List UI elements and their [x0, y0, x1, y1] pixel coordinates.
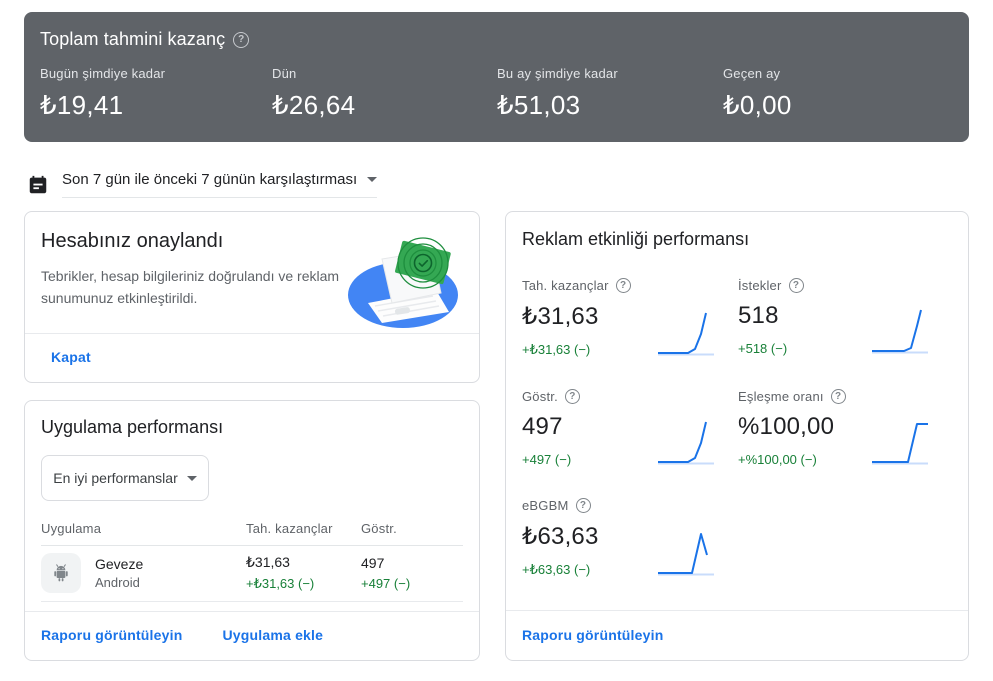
ad-activity-title: Reklam etkinliği performansı — [522, 229, 750, 249]
performance-filter-value: En iyi performanslar — [53, 470, 178, 486]
metric-estimated-earnings: Tah. kazançlar ? ₺31,63 +₺31,63 (−) — [522, 278, 738, 358]
total-earnings-card: Toplam tahmini kazanç ? Bugün şimdiye ka… — [24, 12, 969, 142]
ad-activity-card: Reklam etkinliği performansı Tah. kazanç… — [505, 211, 969, 661]
metric-today: Bugün şimdiye kadar ₺19,41 — [40, 66, 166, 120]
metric-requests: İstekler ? 518 +518 (−) — [738, 278, 952, 358]
account-approved-illustration — [348, 237, 458, 328]
account-approved-card: Hesabınız onaylandı Tebrikler, hesap bil… — [24, 211, 480, 383]
sparkline-chart — [658, 533, 714, 576]
metric-yesterday: Dün ₺26,64 — [272, 66, 356, 120]
table-row: Geveze Android ₺31,63 +₺31,63 (−) 497 +4… — [41, 546, 463, 602]
app-earnings-delta: +₺31,63 (−) — [246, 576, 315, 591]
date-range-value[interactable]: Son 7 gün ile önceki 7 günün karşılaştır… — [62, 171, 378, 198]
summary-metrics: Bugün şimdiye kadar ₺19,41 Dün ₺26,64 Bu… — [40, 66, 953, 121]
android-icon — [41, 553, 81, 593]
help-icon[interactable]: ? — [615, 278, 631, 293]
performance-filter-dropdown[interactable]: En iyi performanslar — [41, 455, 209, 501]
column-header-app: Uygulama — [41, 521, 102, 536]
chevron-down-icon — [367, 177, 378, 182]
sparkline-chart — [658, 421, 714, 465]
app-performance-table: Uygulama Tah. kazançlar Göstr. — [25, 501, 479, 602]
metric-impressions: Göstr. ? 497 +497 (−) — [522, 389, 738, 467]
column-header-earnings: Tah. kazançlar — [246, 521, 333, 536]
metric-ecpm: eBGBM ? ₺63,63 +₺63,63 (−) — [522, 498, 738, 578]
column-header-impressions: Göstr. — [361, 521, 397, 536]
date-range-selector[interactable]: Son 7 gün ile önceki 7 günün karşılaştır… — [27, 171, 969, 198]
dismiss-button[interactable]: Kapat — [51, 349, 91, 365]
app-performance-title: Uygulama performansı — [41, 417, 224, 437]
add-app-link[interactable]: Uygulama ekle — [222, 627, 324, 643]
help-icon[interactable]: ? — [233, 31, 250, 48]
metric-this-month: Bu ay şimdiye kadar ₺51,03 — [497, 66, 618, 120]
calendar-icon — [29, 175, 47, 193]
ad-activity-metrics: Tah. kazançlar ? ₺31,63 +₺31,63 (−) İste… — [506, 250, 968, 609]
account-approved-title: Hesabınız onaylandı — [41, 230, 224, 252]
help-icon[interactable]: ? — [564, 389, 580, 404]
app-name: Geveze — [95, 556, 144, 572]
app-platform: Android — [95, 575, 140, 590]
metric-last-month: Geçen ay ₺0,00 — [723, 66, 792, 120]
sparkline-chart — [872, 309, 928, 354]
chevron-down-icon — [186, 475, 197, 481]
help-icon[interactable]: ? — [575, 498, 591, 513]
help-icon[interactable]: ? — [788, 278, 804, 293]
view-report-link[interactable]: Raporu görüntüleyin — [41, 627, 183, 643]
date-range-label: Son 7 gün ile önceki 7 günün karşılaştır… — [62, 171, 358, 188]
metric-match-rate: Eşleşme oranı ? %100,00 +%100,00 (−) — [738, 389, 952, 467]
sparkline-chart — [658, 312, 714, 356]
app-impressions-value: 497 — [361, 555, 385, 571]
account-approved-body: Tebrikler, hesap bilgileriniz doğrulandı… — [41, 268, 340, 306]
app-performance-card: Uygulama performansı En iyi performansla… — [24, 400, 480, 661]
sparkline-chart — [872, 423, 928, 465]
help-icon[interactable]: ? — [830, 389, 846, 404]
app-earnings-value: ₺31,63 — [246, 554, 290, 570]
app-impressions-delta: +497 (−) — [361, 576, 411, 591]
view-report-link[interactable]: Raporu görüntüleyin — [522, 627, 664, 643]
total-earnings-title: Toplam tahmini kazanç — [40, 29, 226, 49]
